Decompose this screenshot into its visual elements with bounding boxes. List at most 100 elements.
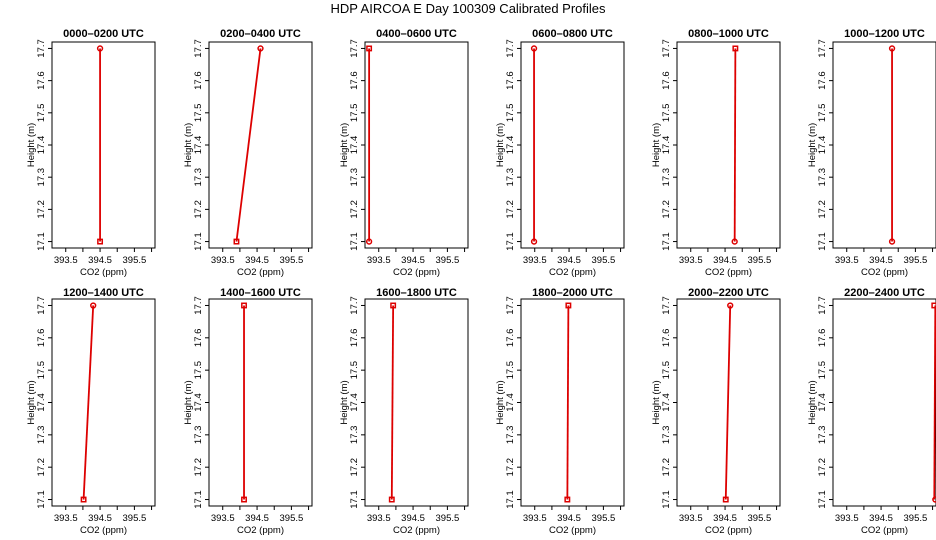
- x-tick-label: 394.5: [557, 513, 581, 524]
- y-tick-label: 17.7: [505, 296, 516, 315]
- profile-point: [257, 45, 264, 52]
- y-tick-label: 17.1: [36, 490, 47, 509]
- profile-point: [97, 238, 104, 245]
- panel-title: 1000–1200 UTC: [844, 28, 925, 40]
- y-tick-label: 17.6: [505, 329, 516, 348]
- profile-line: [933, 305, 936, 500]
- profile-point: [96, 45, 104, 52]
- plot-frame: [676, 41, 781, 249]
- y-tick-label: 17.6: [661, 71, 672, 90]
- profile-line: [235, 48, 262, 242]
- y-tick-label: 17.5: [505, 104, 516, 123]
- x-tick-label: 393.5: [367, 513, 391, 524]
- y-tick-label: 17.4: [505, 393, 516, 412]
- y-tick-label: 17.4: [36, 393, 47, 412]
- y-tick-label: 17.4: [193, 136, 204, 155]
- y-tick-label: 17.7: [36, 296, 47, 315]
- profile-point: [233, 238, 240, 245]
- y-tick-label: 17.6: [817, 71, 828, 90]
- plot-frame: [208, 298, 313, 507]
- y-tick-label: 17.5: [36, 361, 47, 380]
- y-axis-label: Height (m): [807, 380, 818, 424]
- profile-point: [731, 238, 738, 245]
- profile-point: [90, 302, 97, 309]
- y-axis-label: Height (m): [183, 380, 194, 424]
- plot-frame: [832, 298, 936, 507]
- y-tick-label: 17.4: [349, 136, 360, 155]
- profile-point: [388, 496, 395, 503]
- y-tick-label: 17.4: [817, 393, 828, 412]
- panel-title: 0600–0800 UTC: [532, 28, 613, 40]
- profile-point: [241, 302, 247, 309]
- profile-point: [80, 496, 87, 503]
- y-tick-label: 17.2: [817, 200, 828, 219]
- x-axis-label: CO2 (ppm): [549, 525, 596, 536]
- profile-point: [366, 45, 373, 52]
- plot-frame: [520, 41, 625, 249]
- x-tick-label: 395.5: [123, 513, 147, 524]
- x-axis-label: CO2 (ppm): [861, 267, 908, 278]
- profile-line: [724, 305, 732, 500]
- x-tick-label: 395.5: [904, 513, 928, 524]
- y-tick-label: 17.5: [505, 361, 516, 380]
- plot-frame: [364, 298, 469, 507]
- x-tick-label: 393.5: [523, 513, 547, 524]
- x-tick-label: 395.5: [280, 513, 304, 524]
- y-tick-label: 17.1: [661, 490, 672, 509]
- profile-line: [390, 305, 395, 500]
- y-tick-label: 17.3: [193, 426, 204, 445]
- y-tick-label: 17.7: [36, 39, 47, 58]
- x-axis-label: CO2 (ppm): [549, 267, 596, 278]
- profile-line: [82, 305, 95, 500]
- y-tick-label: 17.3: [817, 426, 828, 445]
- profile-point: [565, 302, 572, 309]
- y-tick-label: 17.5: [661, 361, 672, 380]
- y-tick-label: 17.3: [349, 426, 360, 445]
- x-tick-label: 395.5: [748, 255, 772, 266]
- y-axis-label: Height (m): [651, 380, 662, 424]
- y-tick-label: 17.7: [817, 39, 828, 58]
- y-tick-label: 17.4: [661, 393, 672, 412]
- y-tick-label: 17.1: [817, 232, 828, 251]
- y-axis-label: Height (m): [807, 123, 818, 167]
- y-tick-label: 17.7: [661, 296, 672, 315]
- y-tick-label: 17.6: [661, 329, 672, 348]
- panel-title: 1800–2000 UTC: [532, 287, 613, 299]
- y-tick-label: 17.2: [505, 200, 516, 219]
- y-axis-label: Height (m): [26, 380, 37, 424]
- x-tick-label: 395.5: [123, 255, 147, 266]
- x-tick-label: 393.5: [523, 255, 547, 266]
- x-tick-label: 394.5: [401, 513, 425, 524]
- plot-frame: [364, 41, 469, 249]
- y-tick-label: 17.6: [36, 71, 47, 90]
- y-axis-label: Height (m): [651, 123, 662, 167]
- y-tick-label: 17.7: [817, 296, 828, 315]
- panel-title: 0800–1000 UTC: [688, 28, 769, 40]
- x-tick-label: 393.5: [211, 513, 235, 524]
- y-tick-label: 17.1: [661, 232, 672, 251]
- x-tick-label: 394.5: [245, 513, 269, 524]
- y-tick-label: 17.4: [36, 136, 47, 155]
- y-tick-label: 17.3: [661, 168, 672, 187]
- y-axis-label: Height (m): [26, 123, 37, 167]
- y-tick-label: 17.1: [817, 490, 828, 509]
- x-tick-label: 393.5: [54, 255, 78, 266]
- y-tick-label: 17.3: [193, 168, 204, 187]
- y-tick-label: 17.5: [193, 104, 204, 123]
- y-tick-label: 17.6: [36, 329, 47, 348]
- y-tick-label: 17.2: [505, 458, 516, 477]
- y-tick-label: 17.2: [661, 200, 672, 219]
- plot-frame: [520, 298, 625, 507]
- profile-point: [530, 238, 538, 245]
